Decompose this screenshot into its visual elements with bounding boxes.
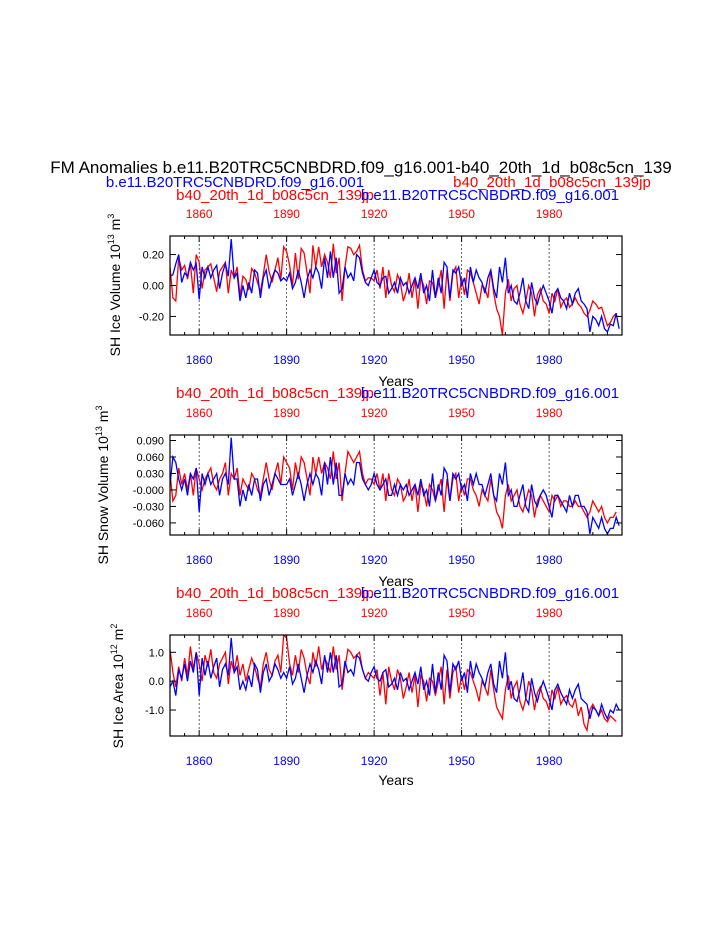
y-axis-label-unit: m <box>95 411 111 427</box>
blue-series-line <box>170 437 620 535</box>
x-tick-label-bottom: 1950 <box>448 553 475 567</box>
y-tick-label: 0.20 <box>143 250 164 262</box>
x-tick-label-top: 1920 <box>361 207 388 221</box>
x-tick-label-bottom: 1920 <box>361 553 388 567</box>
x-tick-label-top: 1980 <box>536 207 563 221</box>
red-series-line <box>170 635 617 733</box>
plot-frame <box>169 634 623 737</box>
x-tick-label-top: 1890 <box>273 207 300 221</box>
y-tick-label: 0.090 <box>136 435 164 447</box>
y-tick-label: -0.060 <box>133 518 164 530</box>
blue-series-line <box>170 239 620 334</box>
ice-volume-panel: b40_20th_1d_b08c5cn_139jp b.e11.B20TRC5C… <box>106 187 623 389</box>
x-tick-label-top: 1920 <box>361 406 388 420</box>
x-tick-label-bottom: 1980 <box>536 754 563 768</box>
y-axis-label-unit-exponent: 2 <box>109 624 119 629</box>
y-axis-label: SH Ice Volume 1013 m3 <box>106 214 123 357</box>
x-tick-label-bottom: 1980 <box>536 553 563 567</box>
y-axis-label-exponent: 13 <box>106 234 116 244</box>
y-axis-label-text: SH Ice Volume 10 <box>107 244 123 356</box>
y-axis-label-unit-exponent: 3 <box>106 214 116 219</box>
y-tick-label: -0.030 <box>133 501 164 513</box>
y-axis-label-exponent: 13 <box>94 426 104 436</box>
y-tick-label: 0.0 <box>149 676 164 688</box>
x-axis-label: Years <box>378 373 413 389</box>
y-axis-label-exponent: 12 <box>109 644 119 654</box>
x-tick-label-top: 1890 <box>273 606 300 620</box>
legend-right-title: b40_20th_1d_b08c5cn_139jp <box>453 174 651 191</box>
x-tick-label-top: 1950 <box>448 606 475 620</box>
panel-top-left-label: b40_20th_1d_b08c5cn_139jp <box>176 385 374 402</box>
main-title: FM Anomalies b.e11.B20TRC5CNBDRD.f09_g16… <box>50 158 672 177</box>
x-tick-label-top: 1860 <box>186 207 213 221</box>
y-tick-label: 1.0 <box>149 647 164 659</box>
x-tick-label-bottom: 1980 <box>536 353 563 367</box>
panel-top-left-label: b40_20th_1d_b08c5cn_139jp <box>176 187 374 204</box>
y-axis-label: SH Ice Area 1012 m2 <box>109 624 126 749</box>
x-tick-label-bottom: 1920 <box>361 353 388 367</box>
panel-top-right-label: b.e11.B20TRC5CNBDRD.f09_g16.001 <box>361 385 619 402</box>
x-tick-label-bottom: 1950 <box>448 754 475 768</box>
y-tick-label: -0.20 <box>139 311 164 323</box>
y-axis-label-unit-exponent: 3 <box>94 406 104 411</box>
x-tick-label-top: 1890 <box>273 406 300 420</box>
x-tick-label-top: 1860 <box>186 406 213 420</box>
x-tick-label-bottom: 1890 <box>273 353 300 367</box>
x-tick-label-top: 1980 <box>536 606 563 620</box>
x-tick-label-top: 1920 <box>361 606 388 620</box>
x-tick-label-bottom: 1860 <box>186 553 213 567</box>
x-axis-label: Years <box>378 573 413 589</box>
x-tick-label-top: 1980 <box>536 406 563 420</box>
y-axis-label-text: SH Ice Area 10 <box>110 654 126 748</box>
y-tick-label: 0.00 <box>143 281 164 293</box>
panel-top-left-label: b40_20th_1d_b08c5cn_139jp <box>176 585 374 602</box>
y-tick-label: 0.030 <box>136 468 164 480</box>
x-tick-label-top: 1950 <box>448 207 475 221</box>
y-tick-label: -1.0 <box>145 705 164 717</box>
x-tick-label-bottom: 1890 <box>273 754 300 768</box>
y-axis-label-unit: m <box>110 629 126 645</box>
x-tick-label-bottom: 1950 <box>448 353 475 367</box>
x-tick-label-bottom: 1860 <box>186 353 213 367</box>
blue-series-line <box>170 637 620 721</box>
x-tick-label-top: 1860 <box>186 606 213 620</box>
panel-top-right-label: b.e11.B20TRC5CNBDRD.f09_g16.001 <box>361 187 619 204</box>
snow-volume-panel: b40_20th_1d_b08c5cn_139jp b.e11.B20TRC5C… <box>94 385 623 589</box>
red-series-line <box>170 449 617 529</box>
y-tick-label: -0.000 <box>133 485 164 497</box>
plot-frame <box>169 434 623 536</box>
legend-left-title: b.e11.B20TRC5CNBDRD.f09_g16.001 <box>106 174 364 191</box>
x-tick-label-bottom: 1860 <box>186 754 213 768</box>
x-tick-label-top: 1950 <box>448 406 475 420</box>
ice-area-panel: b40_20th_1d_b08c5cn_139jp b.e11.B20TRC5C… <box>109 585 623 788</box>
red-series-line <box>170 242 617 335</box>
y-axis-label: SH Snow Volume 1013 m3 <box>94 406 111 565</box>
y-axis-label-unit: m <box>107 219 123 235</box>
x-axis-label: Years <box>378 772 413 788</box>
x-tick-label-bottom: 1920 <box>361 754 388 768</box>
y-tick-label: 0.060 <box>136 452 164 464</box>
y-axis-label-text: SH Snow Volume 10 <box>95 436 111 565</box>
x-tick-label-bottom: 1890 <box>273 553 300 567</box>
panel-top-right-label: b.e11.B20TRC5CNBDRD.f09_g16.001 <box>361 585 619 602</box>
